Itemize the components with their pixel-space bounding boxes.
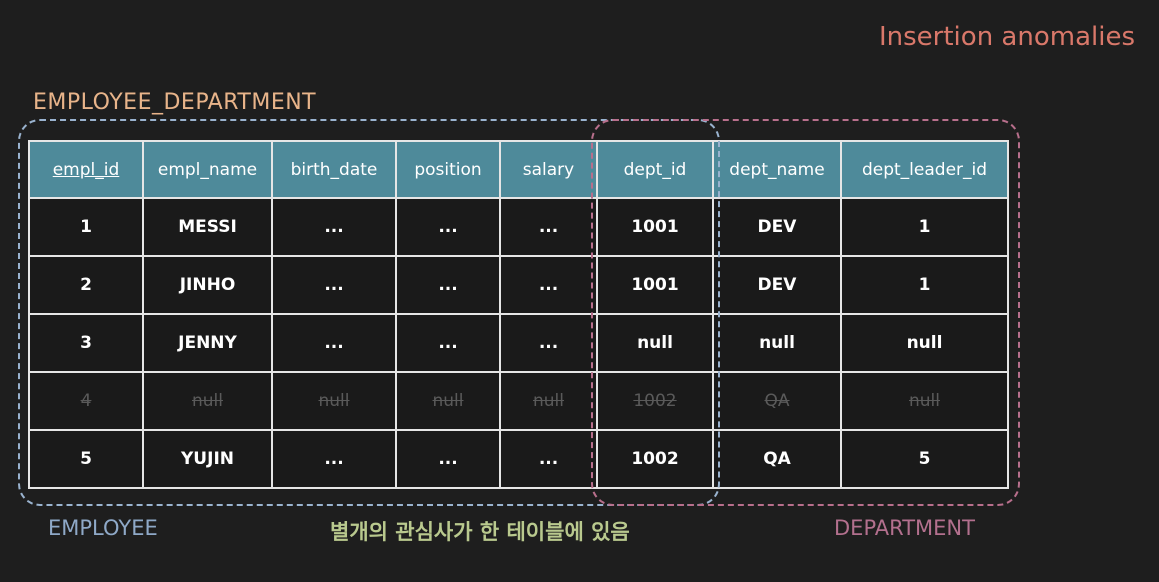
- cell: 1: [840, 197, 1009, 257]
- header-salary: salary: [499, 140, 598, 199]
- cell: 5: [840, 429, 1009, 489]
- caption: 별개의 관심사가 한 테이블에 있음: [330, 520, 630, 544]
- table-row: 5 YUJIN ... ... ... 1002 QA 5: [28, 429, 1009, 489]
- cell: ...: [271, 255, 397, 315]
- cell: ...: [395, 255, 501, 315]
- table-title: EMPLOYEE_DEPARTMENT: [33, 90, 317, 115]
- cell: 1001: [596, 255, 714, 315]
- cell: ...: [271, 197, 397, 257]
- cell: 1001: [596, 197, 714, 257]
- cell: JENNY: [142, 313, 273, 373]
- cell: null: [395, 371, 501, 431]
- cell: ...: [499, 197, 598, 257]
- cell: ...: [395, 429, 501, 489]
- table-row: 1 MESSI ... ... ... 1001 DEV 1: [28, 197, 1009, 257]
- department-group-label: DEPARTMENT: [834, 516, 975, 540]
- cell: ...: [499, 429, 598, 489]
- table-row: 3 JENNY ... ... ... null null null: [28, 313, 1009, 373]
- cell: 1: [840, 255, 1009, 315]
- header-empl-name: empl_name: [142, 140, 273, 199]
- header-row: empl_id empl_name birth_date position sa…: [28, 140, 1009, 199]
- slide-title: Insertion anomalies: [878, 22, 1135, 52]
- cell: DEV: [712, 197, 842, 257]
- cell: 2: [28, 255, 144, 315]
- cell: ...: [395, 313, 501, 373]
- cell: 3: [28, 313, 144, 373]
- cell: null: [271, 371, 397, 431]
- cell: null: [840, 313, 1009, 373]
- header-dept-name: dept_name: [712, 140, 842, 199]
- cell: YUJIN: [142, 429, 273, 489]
- cell: null: [499, 371, 598, 431]
- cell: null: [712, 313, 842, 373]
- cell: ...: [271, 313, 397, 373]
- cell: null: [142, 371, 273, 431]
- cell: QA: [712, 371, 842, 431]
- cell: ...: [271, 429, 397, 489]
- cell: 1002: [596, 371, 714, 431]
- table-row: 2 JINHO ... ... ... 1001 DEV 1: [28, 255, 1009, 315]
- cell: null: [840, 371, 1009, 431]
- cell: 5: [28, 429, 144, 489]
- employee-department-table: empl_id empl_name birth_date position sa…: [28, 140, 1009, 489]
- primary-key-label: empl_id: [52, 159, 120, 180]
- cell: JINHO: [142, 255, 273, 315]
- header-dept-id: dept_id: [596, 140, 714, 199]
- cell: 4: [28, 371, 144, 431]
- cell: DEV: [712, 255, 842, 315]
- employee-group-label: EMPLOYEE: [48, 516, 158, 540]
- cell: 1002: [596, 429, 714, 489]
- cell: ...: [395, 197, 501, 257]
- cell: ...: [499, 313, 598, 373]
- cell: 1: [28, 197, 144, 257]
- cell: MESSI: [142, 197, 273, 257]
- header-dept-leader-id: dept_leader_id: [840, 140, 1009, 199]
- header-birth-date: birth_date: [271, 140, 397, 199]
- cell: ...: [499, 255, 598, 315]
- cell: null: [596, 313, 714, 373]
- header-position: position: [395, 140, 501, 199]
- deleted-table-row: 4 null null null null 1002 QA null: [28, 371, 1009, 431]
- cell: QA: [712, 429, 842, 489]
- header-empl-id: empl_id: [28, 140, 144, 199]
